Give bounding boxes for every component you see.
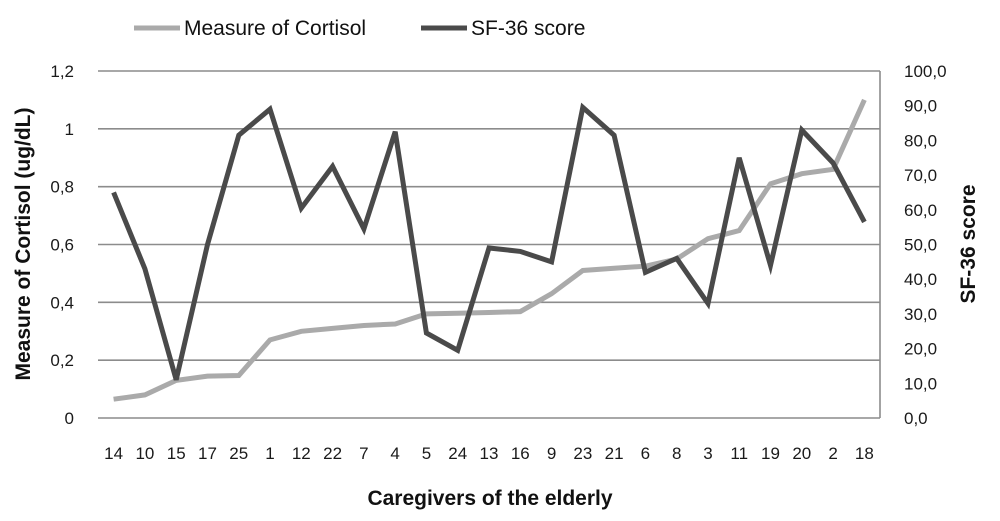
left-tick-label: 0 bbox=[65, 409, 74, 428]
x-tick-label: 25 bbox=[229, 444, 248, 463]
x-tick-label: 24 bbox=[448, 444, 467, 463]
right-tick-label: 70,0 bbox=[904, 166, 937, 185]
legend: Measure of Cortisol SF-36 score bbox=[134, 17, 585, 40]
series-line-cortisol bbox=[113, 98, 867, 402]
right-tick-labels: 0,0 10,0 20,0 30,0 40,0 50,0 60,0 70,0 80,0 90,0 1… bbox=[904, 62, 947, 428]
left-tick-label: 0,4 bbox=[50, 293, 74, 312]
x-tick-label: 19 bbox=[761, 444, 780, 463]
x-axis-title: Caregivers of the elderly bbox=[367, 487, 612, 510]
left-tick-label: 0,8 bbox=[50, 178, 74, 197]
x-tick-label: 18 bbox=[855, 444, 874, 463]
x-tick-label: 4 bbox=[390, 444, 399, 463]
x-tick-label: 17 bbox=[198, 444, 217, 463]
left-tick-labels: 0 0,2 0,4 0,6 0,8 1 1,2 bbox=[50, 62, 74, 428]
axes bbox=[98, 71, 881, 419]
gridlines bbox=[98, 70, 880, 361]
x-tick-labels: 14 10 15 17 25 1 12 22 7 4 5 24 13 16 9 23 21 6 8 3 11 19 20 2 1… bbox=[104, 444, 874, 463]
x-tick-label: 21 bbox=[605, 444, 624, 463]
x-tick-label: 22 bbox=[323, 444, 342, 463]
right-tick-label: 100,0 bbox=[904, 62, 947, 81]
right-tick-label: 50,0 bbox=[904, 236, 937, 255]
x-tick-label: 14 bbox=[104, 444, 123, 463]
y-axis-title-left: Measure of Cortisol (ug/dL) bbox=[12, 108, 35, 381]
x-tick-label: 9 bbox=[547, 444, 556, 463]
right-tick-label: 60,0 bbox=[904, 201, 937, 220]
right-tick-label: 20,0 bbox=[904, 340, 937, 359]
right-tick-label: 0,0 bbox=[904, 409, 928, 428]
x-tick-label: 13 bbox=[480, 444, 499, 463]
x-tick-label: 6 bbox=[641, 444, 650, 463]
left-tick-label: 1 bbox=[65, 120, 74, 139]
x-tick-label: 10 bbox=[135, 444, 154, 463]
x-tick-label: 2 bbox=[828, 444, 837, 463]
x-tick-label: 5 bbox=[422, 444, 431, 463]
right-tick-label: 40,0 bbox=[904, 270, 937, 289]
x-tick-label: 20 bbox=[792, 444, 811, 463]
x-tick-label: 23 bbox=[573, 444, 592, 463]
right-tick-label: 80,0 bbox=[904, 131, 937, 150]
right-tick-label: 90,0 bbox=[904, 97, 937, 116]
x-tick-label: 3 bbox=[703, 444, 712, 463]
x-tick-label: 7 bbox=[359, 444, 368, 463]
x-tick-label: 11 bbox=[730, 444, 748, 463]
x-tick-label: 15 bbox=[167, 444, 186, 463]
x-tick-label: 12 bbox=[292, 444, 311, 463]
legend-label-sf36: SF-36 score bbox=[471, 17, 585, 40]
x-tick-label: 8 bbox=[672, 444, 681, 463]
right-tick-label: 10,0 bbox=[904, 374, 937, 393]
x-tick-label: 16 bbox=[511, 444, 530, 463]
left-tick-label: 0,2 bbox=[50, 351, 74, 370]
left-tick-label: 1,2 bbox=[50, 62, 74, 81]
right-tick-label: 30,0 bbox=[904, 305, 937, 324]
series-lines bbox=[111, 98, 867, 402]
series-line-sf36 bbox=[111, 102, 867, 381]
legend-label-cortisol: Measure of Cortisol bbox=[184, 17, 366, 40]
y-axis-title-right: SF-36 score bbox=[957, 184, 980, 303]
left-tick-label: 0,6 bbox=[50, 236, 74, 255]
x-tick-label: 1 bbox=[265, 444, 274, 463]
